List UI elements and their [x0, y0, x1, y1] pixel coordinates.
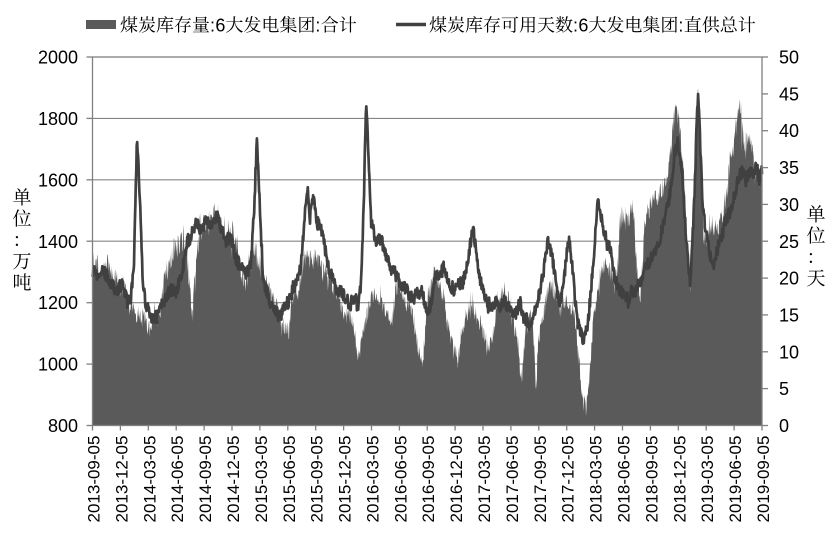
svg-text:2018-06-05: 2018-06-05 — [615, 436, 634, 523]
svg-text:5: 5 — [779, 379, 789, 399]
svg-text:1000: 1000 — [38, 355, 78, 375]
svg-text::: : — [573, 15, 578, 35]
svg-text:2015-06-05: 2015-06-05 — [280, 436, 299, 523]
svg-text:2000: 2000 — [38, 48, 78, 68]
svg-text:1600: 1600 — [38, 170, 78, 190]
svg-text:30: 30 — [779, 195, 799, 215]
svg-text:45: 45 — [779, 84, 799, 104]
svg-text:2019-03-05: 2019-03-05 — [698, 436, 717, 523]
svg-text:2016-09-05: 2016-09-05 — [419, 436, 438, 523]
svg-text:6: 6 — [578, 15, 588, 35]
svg-text:2018-12-05: 2018-12-05 — [670, 436, 689, 523]
svg-text:1400: 1400 — [38, 232, 78, 252]
svg-text:35: 35 — [779, 158, 799, 178]
svg-text:2014-06-05: 2014-06-05 — [168, 436, 187, 523]
svg-text:2019-09-05: 2019-09-05 — [754, 436, 773, 523]
svg-text:2014-09-05: 2014-09-05 — [196, 436, 215, 523]
svg-text:2014-12-05: 2014-12-05 — [224, 436, 243, 523]
svg-text:25: 25 — [779, 232, 799, 252]
svg-text:1200: 1200 — [38, 293, 78, 313]
svg-text:40: 40 — [779, 121, 799, 141]
svg-text:2017-12-05: 2017-12-05 — [559, 436, 578, 523]
svg-text:2013-12-05: 2013-12-05 — [112, 436, 131, 523]
svg-text::: : — [678, 15, 683, 35]
svg-text:2017-06-05: 2017-06-05 — [503, 436, 522, 523]
svg-text:800: 800 — [48, 416, 78, 436]
svg-text:10: 10 — [779, 342, 799, 362]
svg-text:0: 0 — [779, 416, 789, 436]
svg-text:2015-09-05: 2015-09-05 — [308, 436, 327, 523]
svg-text:2013-09-05: 2013-09-05 — [85, 436, 104, 523]
svg-text:2019-06-05: 2019-06-05 — [726, 436, 745, 523]
svg-text:2016-12-05: 2016-12-05 — [447, 436, 466, 523]
svg-text:2016-03-05: 2016-03-05 — [364, 436, 383, 523]
svg-text:2016-06-05: 2016-06-05 — [391, 436, 410, 523]
svg-text:2018-09-05: 2018-09-05 — [642, 436, 661, 523]
svg-text::: : — [315, 15, 320, 35]
svg-text:15: 15 — [779, 305, 799, 325]
svg-text:2017-03-05: 2017-03-05 — [475, 436, 494, 523]
svg-text:2014-03-05: 2014-03-05 — [140, 436, 159, 523]
svg-text:6: 6 — [215, 15, 225, 35]
svg-text:1800: 1800 — [38, 109, 78, 129]
svg-text::: : — [210, 15, 215, 35]
svg-text:2015-03-05: 2015-03-05 — [252, 436, 271, 523]
svg-text:50: 50 — [779, 48, 799, 68]
svg-text:2018-03-05: 2018-03-05 — [587, 436, 606, 523]
svg-text:2017-09-05: 2017-09-05 — [531, 436, 550, 523]
svg-text:2015-12-05: 2015-12-05 — [336, 436, 355, 523]
svg-text:20: 20 — [779, 269, 799, 289]
